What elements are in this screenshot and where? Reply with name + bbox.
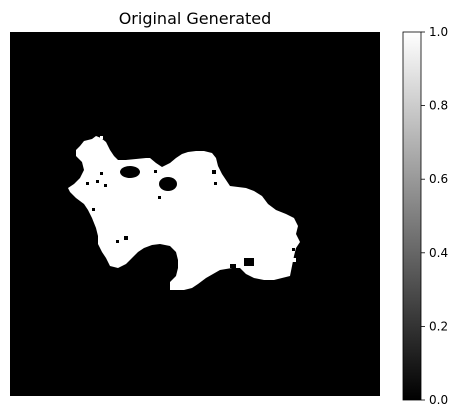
mask-speck [92, 208, 95, 211]
mask-speck [154, 170, 157, 173]
mask-speck [212, 170, 216, 174]
colorbar-tick-label: 0.8 [429, 99, 448, 113]
mask-speck-white [292, 258, 296, 262]
chart-title: Original Generated [119, 9, 272, 28]
colorbar-ticks: 0.0 0.2 0.4 0.6 0.8 1.0 [421, 25, 448, 407]
mask-speck [230, 264, 236, 268]
mask-speck [124, 236, 128, 240]
mask-speck-white [100, 136, 103, 139]
mask-speck [292, 248, 295, 251]
colorbar [402, 31, 422, 401]
colorbar-tick-label: 0.6 [429, 172, 448, 186]
colorbar-tick-label: 0.0 [429, 393, 448, 407]
colorbar-tick-label: 0.4 [429, 246, 448, 260]
mask-speck [86, 182, 89, 185]
mask-hole [159, 177, 177, 191]
mask-speck [244, 258, 254, 266]
mask-speck [158, 196, 161, 199]
colorbar-tick-label: 1.0 [429, 25, 448, 39]
mask-hole [120, 166, 140, 178]
mask-blob [68, 136, 300, 290]
colorbar-tick-label: 0.2 [429, 319, 448, 333]
mask-speck [116, 240, 119, 243]
mask-speck [100, 172, 103, 175]
mask-speck [214, 182, 217, 185]
mask-speck [96, 180, 99, 183]
mask-speck [104, 184, 107, 187]
